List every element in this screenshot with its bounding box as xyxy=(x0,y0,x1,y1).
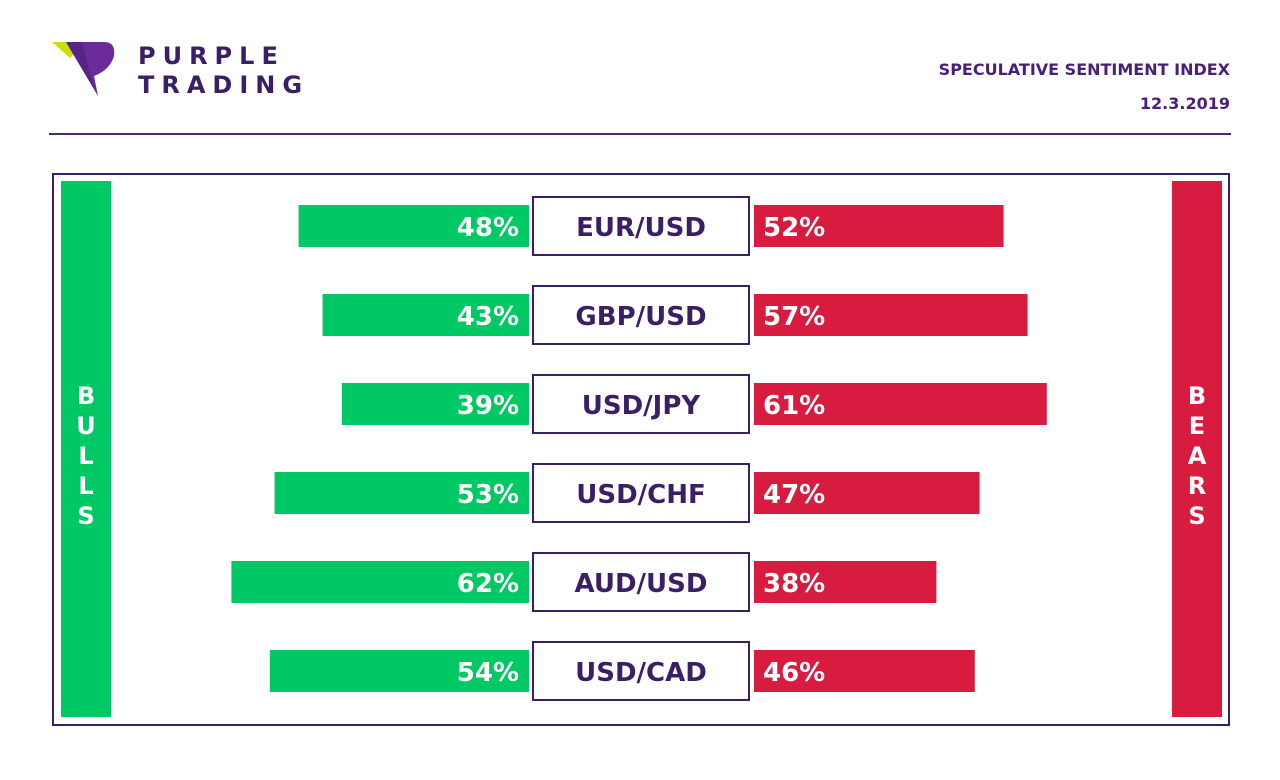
bulls-value-label: 48% xyxy=(457,213,519,243)
bulls-bar xyxy=(274,472,529,514)
bears-bar xyxy=(754,383,1047,425)
bears-bar xyxy=(754,561,937,603)
bears-bar xyxy=(754,205,1004,247)
bulls-value-label: 62% xyxy=(457,569,519,599)
pair-label: AUD/USD xyxy=(575,569,708,599)
purple-trading-logo-icon xyxy=(52,42,115,96)
pair-label-box xyxy=(532,641,750,701)
header-divider xyxy=(49,133,1231,135)
bulls-value-label: 39% xyxy=(457,391,519,421)
pair-label-box xyxy=(532,374,750,434)
bears-value-label: 61% xyxy=(763,391,825,421)
bulls-bar xyxy=(322,294,529,336)
pair-label-box xyxy=(532,463,750,523)
pair-label: EUR/USD xyxy=(576,213,706,243)
bulls-bar xyxy=(231,561,529,603)
brand-name-line1: PURPLE xyxy=(138,42,285,70)
pair-label: USD/JPY xyxy=(582,391,702,421)
pair-label: USD/CHF xyxy=(576,480,706,510)
page-title: SPECULATIVE SENTIMENT INDEX xyxy=(938,60,1230,79)
bears-value-label: 38% xyxy=(763,569,825,599)
pair-label-box xyxy=(532,285,750,345)
pair-label: GBP/USD xyxy=(575,302,706,332)
bears-bar xyxy=(754,294,1028,336)
bears-value-label: 47% xyxy=(763,480,825,510)
bulls-value-label: 53% xyxy=(457,480,519,510)
brand-name-line2: TRADING xyxy=(138,71,310,99)
brand-logo: PURPLE TRADING xyxy=(52,40,312,100)
bulls-value-label: 54% xyxy=(457,658,519,688)
report-date: 12.3.2019 xyxy=(1139,94,1230,113)
bulls-bar xyxy=(341,383,529,425)
chart-frame xyxy=(52,173,1230,726)
pair-label-box xyxy=(532,196,750,256)
bulls-value-label: 43% xyxy=(457,302,519,332)
pair-label-box xyxy=(532,552,750,612)
bears-bar xyxy=(754,650,975,692)
bears-value-label: 57% xyxy=(763,302,825,332)
bulls-bar xyxy=(298,205,529,247)
bulls-bar xyxy=(269,650,529,692)
bears-value-label: 46% xyxy=(763,658,825,688)
bears-bar xyxy=(754,472,980,514)
pair-label: USD/CAD xyxy=(575,658,707,688)
bears-value-label: 52% xyxy=(763,213,825,243)
